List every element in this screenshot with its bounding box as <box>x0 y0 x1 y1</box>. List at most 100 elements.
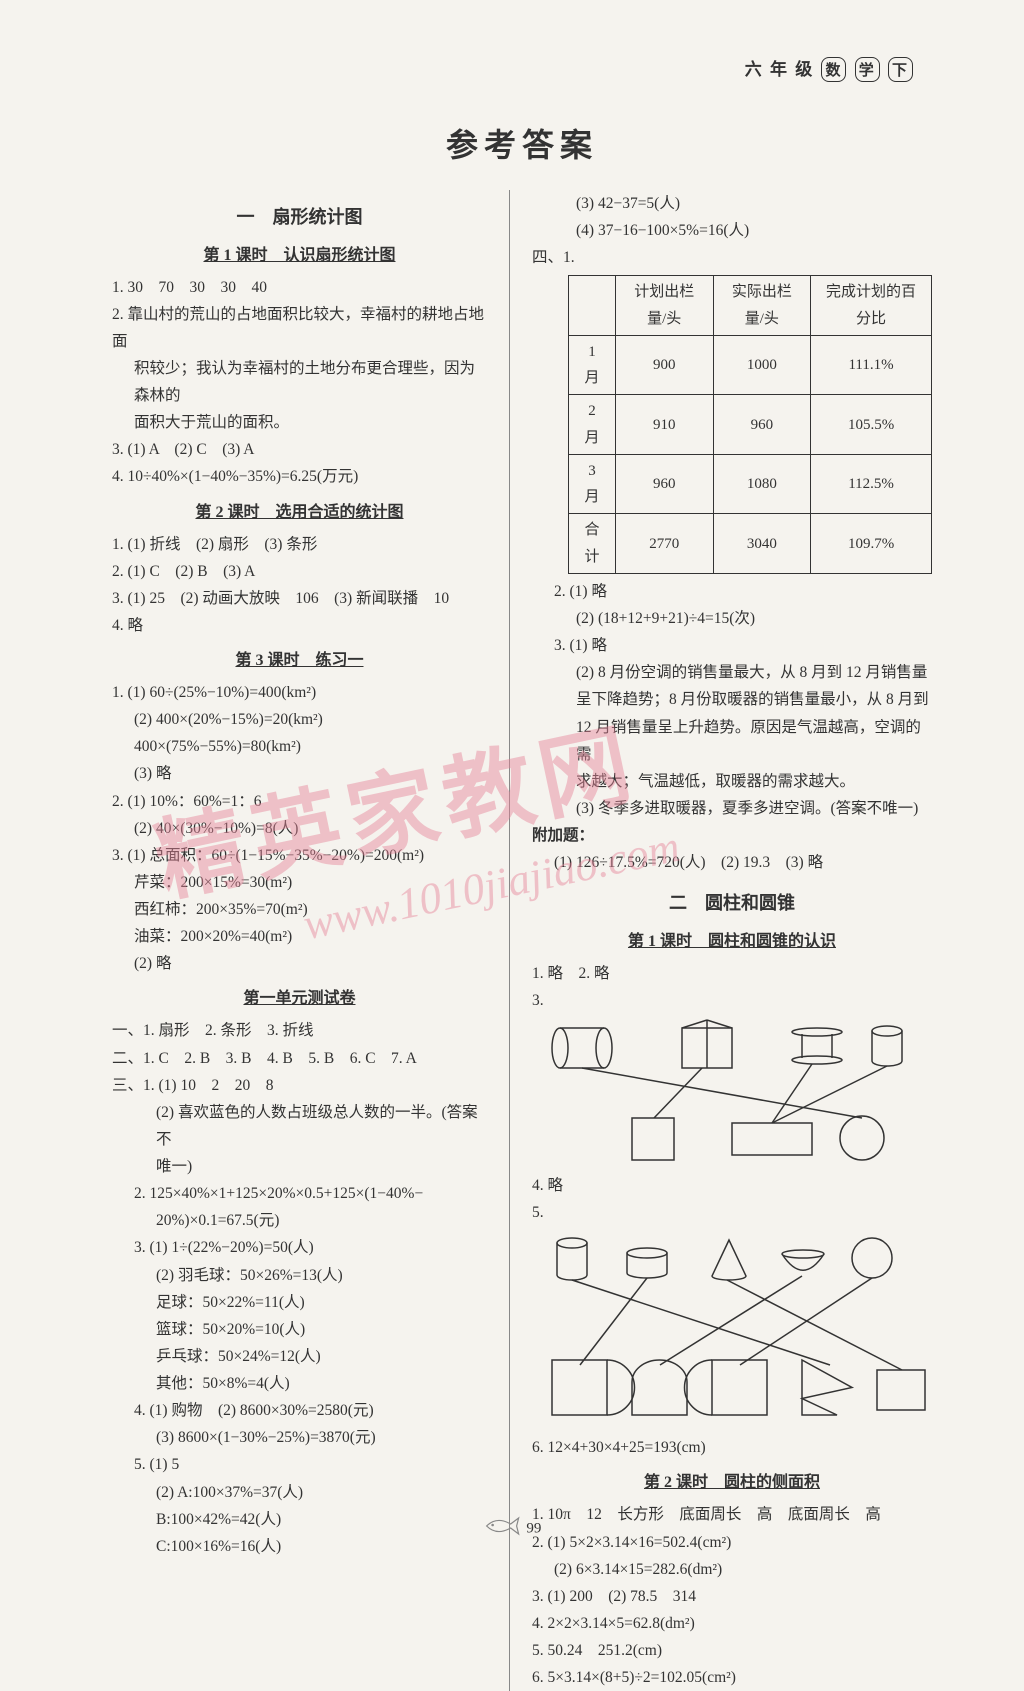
table-header-cell <box>569 276 616 336</box>
output-table: 计划出栏量/头实际出栏量/头完成计划的百分比1 月9001000111.1%2 … <box>568 275 932 574</box>
table-cell: 111.1% <box>811 335 932 395</box>
answer-line: 5. <box>532 1199 932 1226</box>
matching-diagram-5 <box>532 1230 932 1430</box>
right-column: (3) 42−37=5(人) (4) 37−16−100×5%=16(人) 四、… <box>510 190 944 1691</box>
badge-char-2: 学 <box>855 57 880 82</box>
answer-line: 3. (1) 200 (2) 78.5 314 <box>532 1583 932 1610</box>
answer-line: 西红柿：200×35%=70(m²) <box>112 896 487 923</box>
table-cell: 910 <box>615 395 713 455</box>
table-cell: 960 <box>615 454 713 514</box>
answer-line: 3. (1) A (2) C (3) A <box>112 436 487 463</box>
answer-line: 乒乓球：50×24%=12(人) <box>112 1343 487 1370</box>
unit-2-lesson-1: 第 1 课时 圆柱和圆锥的认识 <box>532 928 932 956</box>
badge-suffix: 下 <box>888 57 913 82</box>
answer-line: 足球：50×22%=11(人) <box>112 1289 487 1316</box>
answer-line: (3) 略 <box>112 760 487 787</box>
answer-line: (2) 喜欢蓝色的人数占班级总人数的一半。(答案不 <box>112 1099 487 1153</box>
unit-1-title: 一 扇形统计图 <box>112 202 487 234</box>
answer-line: 2. (1) C (2) B (3) A <box>112 558 487 585</box>
table-cell: 1000 <box>713 335 811 395</box>
unit-2-title: 二 圆柱和圆锥 <box>532 888 932 920</box>
table-row: 2 月910960105.5% <box>569 395 932 455</box>
answer-line: 面积大于荒山的面积。 <box>112 409 487 436</box>
answer-line: 2. 靠山村的荒山的占地面积比较大，幸福村的耕地占地面 <box>112 301 487 355</box>
answer-line: 其他：50×8%=4(人) <box>112 1370 487 1397</box>
answer-line: 1. 30 70 30 30 40 <box>112 274 487 301</box>
unit-2-lesson-2: 第 2 课时 圆柱的侧面积 <box>532 1469 932 1497</box>
table-cell: 109.7% <box>811 514 932 574</box>
answer-line: 三、1. (1) 10 2 20 8 <box>112 1072 487 1099</box>
page-number-footer: 99 <box>483 1514 542 1544</box>
table-cell: 合计 <box>569 514 616 574</box>
answer-line: (2) 40×(30%−10%)=8(人) <box>112 815 487 842</box>
table-cell: 3040 <box>713 514 811 574</box>
answer-line: 唯一) <box>112 1153 487 1180</box>
table-cell: 105.5% <box>811 395 932 455</box>
answer-line: 2. 125×40%×1+125×20%×0.5+125×(1−40%− <box>112 1180 487 1207</box>
answer-line: 4. 略 <box>532 1172 932 1199</box>
fish-icon <box>483 1514 523 1544</box>
answer-line: 芹菜：200×15%=30(m²) <box>112 869 487 896</box>
answer-line: (2) 6×3.14×15=282.6(dm²) <box>532 1556 932 1583</box>
lesson-1-title: 第 1 课时 认识扇形统计图 <box>112 242 487 270</box>
answer-line: 12 月销售量呈上升趋势。原因是气温越高，空调的需 <box>532 714 932 768</box>
matching-diagram-3 <box>532 1018 912 1168</box>
badge-char-1: 数 <box>821 57 846 82</box>
answer-line: 4. 略 <box>112 612 487 639</box>
answer-line: 1. 10π 12 长方形 底面周长 高 底面周长 高 <box>532 1501 932 1528</box>
answer-line: 2. (1) 10%：60%=1：6 <box>112 788 487 815</box>
answer-line: 二、1. C 2. B 3. B 4. B 5. B 6. C 7. A <box>112 1045 487 1072</box>
answer-line: 6. 5×3.14×(8+5)÷2=102.05(cm²) <box>532 1664 932 1691</box>
answer-line: 4. 10÷40%×(1−40%−35%)=6.25(万元) <box>112 463 487 490</box>
table-row: 合计27703040109.7% <box>569 514 932 574</box>
left-column: 一 扇形统计图 第 1 课时 认识扇形统计图 1. 30 70 30 30 40… <box>100 190 510 1691</box>
answer-line: 一、1. 扇形 2. 条形 3. 折线 <box>112 1017 487 1044</box>
answer-line: 呈下降趋势；8 月份取暖器的销售量最小，从 8 月到 <box>532 686 932 713</box>
answer-line: 3. (1) 总面积：60÷(1−15%−35%−20%)=200(m²) <box>112 842 487 869</box>
extra-title: 附加题： <box>532 822 932 849</box>
answer-line: 1. (1) 折线 (2) 扇形 (3) 条形 <box>112 531 487 558</box>
answer-line: 篮球：50×20%=10(人) <box>112 1316 487 1343</box>
answer-line: 3. (1) 25 (2) 动画大放映 106 (3) 新闻联播 10 <box>112 585 487 612</box>
answer-line: 2. (1) 略 <box>532 578 932 605</box>
table-cell: 112.5% <box>811 454 932 514</box>
answer-line: 4. 2×2×3.14×5=62.8(dm²) <box>532 1610 932 1637</box>
page-title: 参考答案 <box>100 120 944 166</box>
table-cell: 1 月 <box>569 335 616 395</box>
answer-line: 5. (1) 5 <box>112 1451 487 1478</box>
table-cell: 960 <box>713 395 811 455</box>
table-header-cell: 完成计划的百分比 <box>811 276 932 336</box>
test-1-title: 第一单元测试卷 <box>112 985 487 1013</box>
answer-line: (3) 42−37=5(人) <box>532 190 932 217</box>
answer-line: (4) 37−16−100×5%=16(人) <box>532 217 932 244</box>
table-cell: 2770 <box>615 514 713 574</box>
table-row: 1 月9001000111.1% <box>569 335 932 395</box>
grade-badge: 六 年 级 数 学 下 <box>745 55 914 82</box>
answer-line: 2. (1) 5×2×3.14×16=502.4(cm²) <box>532 1529 932 1556</box>
table-header-cell: 计划出栏量/头 <box>615 276 713 336</box>
content-columns: 一 扇形统计图 第 1 课时 认识扇形统计图 1. 30 70 30 30 40… <box>100 190 944 1691</box>
answer-line: (3) 8600×(1−30%−25%)=3870(元) <box>112 1424 487 1451</box>
answer-line: (2) (18+12+9+21)÷4=15(次) <box>532 605 932 632</box>
answer-line: (2) A:100×37%=37(人) <box>112 1479 487 1506</box>
answer-line: 3. (1) 1÷(22%−20%)=50(人) <box>112 1234 487 1261</box>
lesson-3-title: 第 3 课时 练习一 <box>112 647 487 675</box>
table-header-cell: 实际出栏量/头 <box>713 276 811 336</box>
answer-line: 求越大；气温越低，取暖器的需求越大。 <box>532 768 932 795</box>
answer-line: C:100×16%=16(人) <box>112 1533 487 1560</box>
table-cell: 3 月 <box>569 454 616 514</box>
answer-line: (3) 冬季多进取暖器，夏季多进空调。(答案不唯一) <box>532 795 932 822</box>
answer-line: 20%)×0.1=67.5(元) <box>112 1207 487 1234</box>
answer-line: 3. (1) 略 <box>532 632 932 659</box>
answer-line: 3. <box>532 987 932 1014</box>
answer-line: 1. (1) 60÷(25%−10%)=400(km²) <box>112 679 487 706</box>
answer-line: 4. (1) 购物 (2) 8600×30%=2580(元) <box>112 1397 487 1424</box>
answer-line: (2) 400×(20%−15%)=20(km²) <box>112 706 487 733</box>
answer-line: 积较少；我认为幸福村的土地分布更合理些，因为森林的 <box>112 355 487 409</box>
answer-line: (1) 126÷17.5%=720(人) (2) 19.3 (3) 略 <box>532 849 932 876</box>
answer-line: 四、1. <box>532 244 932 271</box>
answer-line: (2) 8 月份空调的销售量最大，从 8 月到 12 月销售量 <box>532 659 932 686</box>
table-cell: 1080 <box>713 454 811 514</box>
answer-line: (2) 羽毛球：50×26%=13(人) <box>112 1262 487 1289</box>
page-number: 99 <box>526 1520 541 1536</box>
